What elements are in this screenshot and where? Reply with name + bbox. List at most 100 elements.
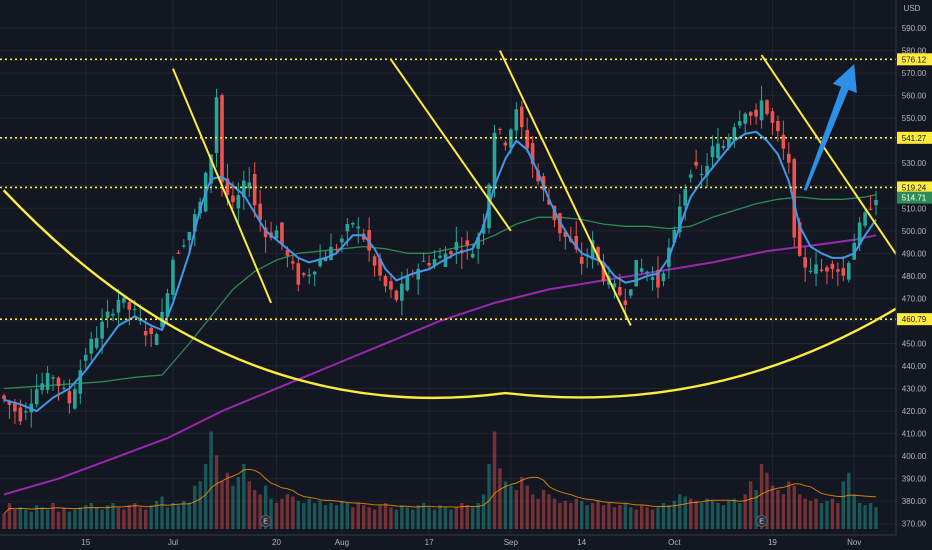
candle-body <box>590 240 595 260</box>
volume-bar <box>171 503 175 529</box>
volume-bar <box>138 507 142 529</box>
candle-body <box>416 268 420 280</box>
level-label: 460.79 <box>902 315 927 324</box>
volume-bar <box>198 481 202 529</box>
price-tick-label: 590.00 <box>902 24 927 33</box>
candle-body <box>863 212 867 226</box>
volume-bar <box>187 503 191 529</box>
candle-body <box>634 260 638 287</box>
candle-body <box>56 377 61 387</box>
volume-bar <box>798 494 802 529</box>
volume-bar <box>89 503 93 529</box>
volume-bar <box>503 481 508 529</box>
time-tick-label: 20 <box>272 538 281 547</box>
price-tick-label: 440.00 <box>902 362 927 371</box>
candle-body <box>143 331 148 336</box>
volume-bar <box>116 507 121 529</box>
candle-body <box>242 180 246 197</box>
volume-bar <box>710 500 715 529</box>
level-label-bg <box>897 181 932 194</box>
volume-bar <box>596 500 600 529</box>
volume-bar <box>547 494 551 529</box>
candle-body <box>100 321 104 339</box>
volume-bar <box>520 477 524 529</box>
candle-body <box>874 199 878 206</box>
volume-bar <box>492 431 497 529</box>
volume-bar <box>601 505 606 529</box>
candle-body <box>754 109 758 117</box>
candle-body <box>274 230 279 239</box>
volume-bar <box>225 472 230 529</box>
candle-body <box>678 206 682 233</box>
candle-body <box>514 109 519 131</box>
volume-bar <box>73 509 77 529</box>
volume-bar <box>699 503 704 529</box>
time-tick-label: 17 <box>425 538 434 547</box>
candle-body <box>312 271 317 275</box>
trendline <box>390 58 512 232</box>
volume-bar <box>307 498 311 529</box>
volume-bar <box>78 507 82 529</box>
volume-bar <box>220 481 224 529</box>
horizontal-levels[interactable] <box>0 58 896 320</box>
volume-bar <box>874 507 878 529</box>
volume-bar <box>432 509 437 529</box>
price-tick-label: 380.00 <box>902 497 927 506</box>
candle-body <box>530 143 535 165</box>
volume-bar <box>203 464 208 529</box>
price-tick-label: 450.00 <box>902 339 927 348</box>
volume-bar <box>274 503 279 529</box>
candle-body <box>541 176 546 190</box>
candle-body <box>252 173 257 206</box>
trendline <box>499 50 632 326</box>
candle-body <box>231 195 235 202</box>
candle-body <box>133 309 137 311</box>
candle-body <box>89 338 93 354</box>
volume-bar <box>868 503 873 529</box>
price-axis-panel[interactable] <box>896 0 932 535</box>
candle-body <box>94 338 99 348</box>
candle-body <box>481 224 486 234</box>
volume-bar <box>100 509 104 529</box>
price-tick-label: 480.00 <box>902 272 927 281</box>
candle-body <box>743 113 747 124</box>
level-label: 519.24 <box>902 183 927 192</box>
volume-bar <box>340 500 344 529</box>
price-tick-label: 580.00 <box>902 47 927 56</box>
volume-bar <box>296 500 300 529</box>
candle-body <box>846 262 851 280</box>
candle-body <box>792 159 797 238</box>
volume-bar <box>438 505 442 529</box>
candle-body <box>797 222 802 256</box>
candle-body <box>716 143 720 158</box>
candle-body <box>122 297 126 303</box>
volume-bar <box>443 507 448 529</box>
volume-bar <box>585 505 589 529</box>
candle-body <box>176 252 181 254</box>
candle-body <box>367 229 371 251</box>
volume-bar <box>792 485 796 529</box>
volume-bar <box>694 500 698 529</box>
volume-bar <box>127 505 132 529</box>
volume-bar <box>362 505 366 529</box>
candle-body <box>476 237 480 249</box>
volume-bar <box>748 481 753 529</box>
candle-body <box>765 100 769 114</box>
time-tick-label: Sep <box>504 538 519 547</box>
candle-body <box>830 263 835 270</box>
candle-body <box>187 231 192 241</box>
volume-bar <box>367 507 371 529</box>
candle-body <box>628 289 633 296</box>
volume-bar <box>678 494 682 529</box>
volume-bar <box>111 503 115 529</box>
candle-body <box>781 134 786 149</box>
candle-body <box>574 235 579 250</box>
candle-body <box>639 268 644 272</box>
candle-body <box>563 231 568 237</box>
candle-body <box>857 222 862 245</box>
time-axis-panel[interactable] <box>0 535 932 550</box>
volume-bar <box>754 490 758 529</box>
